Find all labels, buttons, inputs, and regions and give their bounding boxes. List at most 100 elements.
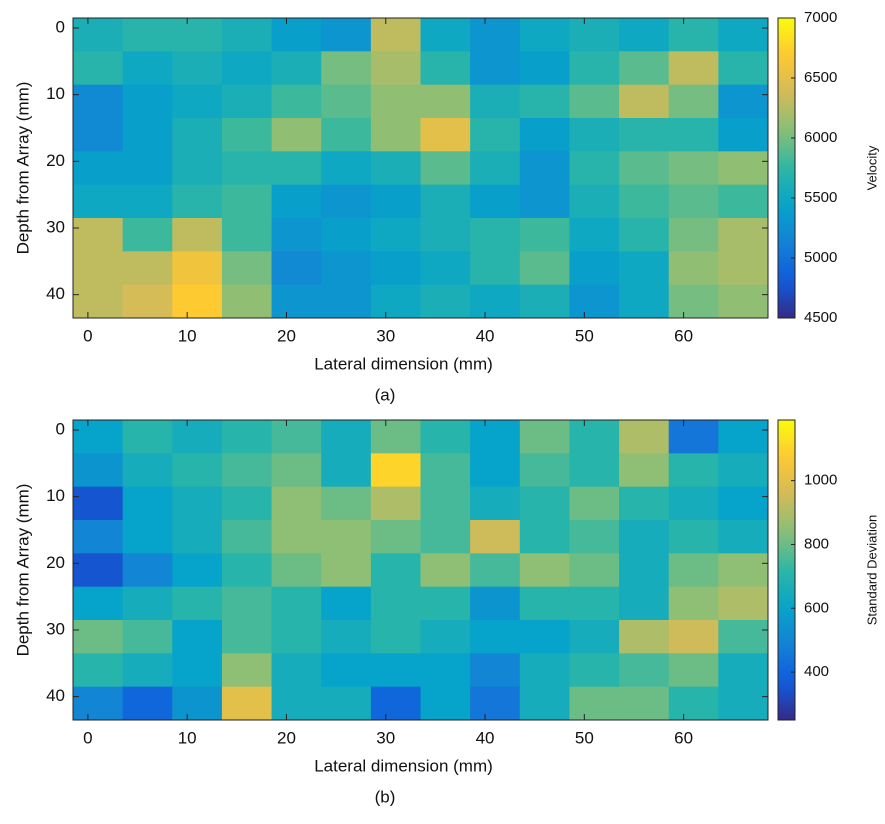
heatmap-cell bbox=[470, 553, 521, 588]
heatmap-cell bbox=[172, 284, 223, 319]
heatmap-cell bbox=[370, 51, 421, 86]
heatmap-cell bbox=[271, 620, 322, 654]
x-tick-label: 60 bbox=[674, 728, 693, 747]
heatmap-cell bbox=[668, 284, 719, 319]
heatmap-cell bbox=[569, 620, 620, 654]
heatmap-cell bbox=[122, 553, 173, 588]
heatmap-cell bbox=[370, 520, 421, 554]
heatmap-cell bbox=[172, 686, 223, 721]
x-tick-label: 40 bbox=[476, 326, 495, 345]
heatmap-cell bbox=[420, 251, 471, 286]
heatmap-cell bbox=[172, 218, 223, 252]
heatmap-cell bbox=[321, 520, 372, 554]
heatmap-cell bbox=[122, 653, 173, 688]
heatmap-cell bbox=[321, 553, 372, 588]
heatmap-cell bbox=[718, 453, 769, 488]
heatmap-cell bbox=[569, 284, 620, 319]
caption: (b) bbox=[375, 787, 396, 806]
heatmap-cell bbox=[221, 653, 273, 688]
x-tick-label: 50 bbox=[575, 326, 594, 345]
colorbar-tick-label: 4500 bbox=[804, 309, 837, 326]
heatmap-cell bbox=[321, 420, 372, 454]
heatmap-cell bbox=[619, 586, 670, 621]
heatmap-cell bbox=[370, 420, 421, 454]
colorbar-tick-label: 5500 bbox=[804, 189, 837, 206]
heatmap-cell bbox=[271, 151, 322, 186]
heatmap-cell bbox=[172, 51, 223, 86]
x-tick-label: 10 bbox=[178, 728, 197, 747]
heatmap-cell bbox=[718, 620, 769, 654]
heatmap-cell bbox=[221, 118, 273, 152]
heatmap-cell bbox=[172, 620, 223, 654]
heatmap-cell bbox=[221, 520, 273, 554]
heatmap-cell bbox=[569, 151, 620, 186]
heatmap-cell bbox=[420, 553, 471, 588]
heatmap-cell bbox=[73, 51, 124, 86]
colorbar-tick-label: 6000 bbox=[804, 129, 837, 146]
heatmap-cell bbox=[569, 453, 620, 488]
heatmap-cell bbox=[271, 18, 322, 52]
x-tick-label: 10 bbox=[178, 326, 197, 345]
heatmap-cell bbox=[420, 686, 471, 721]
heatmap-cell bbox=[73, 151, 124, 186]
heatmap-cell bbox=[519, 453, 570, 488]
heatmap-cell bbox=[73, 118, 124, 152]
heatmap-cell bbox=[122, 84, 173, 119]
heatmap-cell bbox=[321, 653, 372, 688]
colorbar bbox=[777, 17, 796, 319]
y-tick-label: 30 bbox=[46, 619, 65, 638]
heatmap-cell bbox=[221, 553, 273, 588]
heatmap-cell bbox=[370, 620, 421, 654]
heatmap-cell bbox=[321, 18, 372, 52]
y-tick-label: 30 bbox=[46, 217, 65, 236]
colorbar bbox=[777, 419, 796, 721]
heatmap-cell bbox=[470, 520, 521, 554]
heatmap-cell bbox=[221, 251, 273, 286]
heatmap-cell bbox=[470, 51, 521, 86]
heatmap-cell bbox=[122, 18, 173, 52]
heatmap-cell bbox=[73, 586, 124, 621]
heatmap-cell bbox=[519, 653, 570, 688]
x-tick-label: 20 bbox=[277, 326, 296, 345]
heatmap-cell bbox=[718, 686, 769, 721]
heatmap-cell bbox=[619, 184, 670, 219]
heatmap-cell bbox=[470, 218, 521, 252]
heatmap-cell bbox=[718, 151, 769, 186]
heatmap-cell bbox=[172, 118, 223, 152]
heatmap-cell bbox=[420, 453, 471, 488]
heatmap-cell bbox=[668, 151, 719, 186]
y-tick-label: 40 bbox=[46, 284, 65, 303]
heatmap-cell bbox=[569, 553, 620, 588]
heatmap-cell bbox=[221, 420, 273, 454]
heatmap-cell bbox=[619, 84, 670, 119]
heatmap-cell bbox=[569, 520, 620, 554]
y-tick-label: 0 bbox=[56, 17, 65, 36]
heatmap-cell bbox=[420, 18, 471, 52]
heatmap-cell bbox=[569, 118, 620, 152]
heatmap-cell bbox=[122, 520, 173, 554]
heatmap-cell bbox=[569, 251, 620, 286]
heatmap-cell bbox=[271, 553, 322, 588]
heatmap-cell bbox=[619, 686, 670, 721]
heatmap-cell bbox=[519, 520, 570, 554]
heatmap-cell bbox=[172, 653, 223, 688]
heatmap-cell bbox=[370, 151, 421, 186]
heatmap-cell bbox=[619, 653, 670, 688]
colorbar-tick-label: 800 bbox=[804, 535, 829, 552]
heatmap-cell bbox=[172, 420, 223, 454]
heatmap-cell bbox=[271, 686, 322, 721]
colorbar-tick-label: 600 bbox=[804, 599, 829, 616]
heatmap-cell bbox=[718, 218, 769, 252]
heatmap-cell bbox=[321, 218, 372, 252]
x-axis-label: Lateral dimension (mm) bbox=[314, 756, 493, 775]
heatmap-cell bbox=[172, 184, 223, 219]
x-tick-label: 50 bbox=[575, 728, 594, 747]
heatmap-cell bbox=[172, 251, 223, 286]
y-tick-label: 10 bbox=[46, 84, 65, 103]
heatmap-cell bbox=[470, 251, 521, 286]
heatmap-cell bbox=[619, 118, 670, 152]
heatmap-cell bbox=[619, 284, 670, 319]
heatmap-cell bbox=[519, 620, 570, 654]
heatmap-cell bbox=[221, 51, 273, 86]
